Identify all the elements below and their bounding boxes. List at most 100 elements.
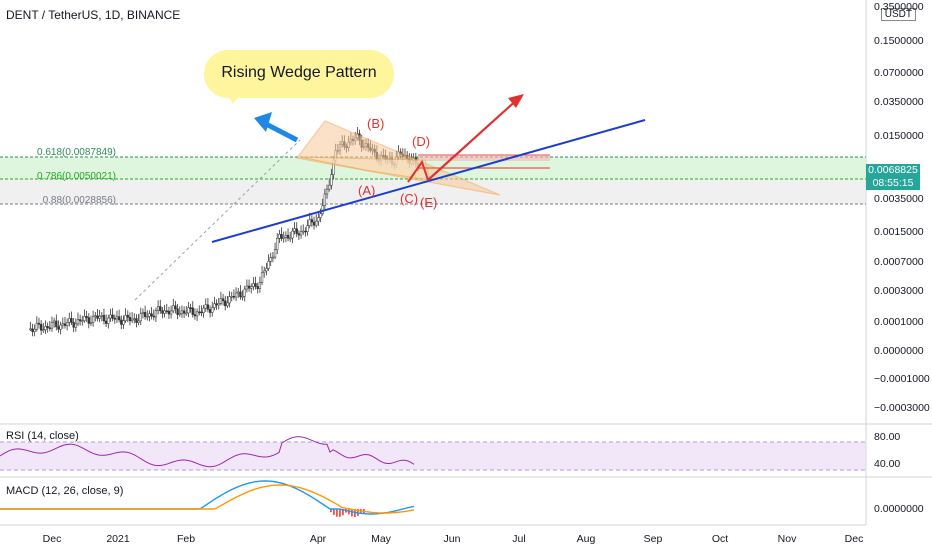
candle-body (126, 314, 129, 318)
candle-body (81, 320, 84, 322)
wave-projection-path (407, 159, 429, 183)
candle-body (44, 326, 47, 331)
fib-label-0786: 0.786(0.0050021) (37, 171, 116, 182)
candle-body (76, 319, 80, 325)
candle-body (91, 316, 95, 323)
candle-body (128, 317, 132, 322)
candle-body (239, 291, 242, 297)
candle-body (141, 312, 145, 314)
fib-label-0618: 0.618(0.0087849) (37, 147, 116, 158)
time-tick-label: 2021 (106, 533, 130, 545)
candle-body (250, 286, 253, 289)
candle-body (198, 311, 201, 314)
candle-body (221, 298, 225, 302)
candle-body (50, 322, 54, 329)
candle-body (109, 314, 112, 319)
candle-body (280, 234, 283, 239)
candle-body (204, 304, 207, 309)
candle-body (74, 323, 77, 328)
time-axis-ticks: Dec 2021 Feb Apr May Jun Jul Aug Sep Oct Nov Dec (43, 533, 864, 545)
candle-body (154, 310, 158, 318)
currency-label[interactable]: USDT (880, 8, 916, 21)
macd-signal-line (0, 484, 415, 514)
candle-body (130, 318, 134, 322)
candle-body (107, 317, 110, 324)
candle-body (61, 323, 64, 326)
candle-body (85, 316, 88, 318)
wave-label-d: (D) (412, 134, 430, 149)
annotation-bubble[interactable]: Rising Wedge Pattern (204, 50, 394, 98)
time-tick-label: Feb (177, 533, 195, 545)
price-tick-label: 0.0015000 (874, 226, 924, 238)
rsi-band (0, 442, 866, 470)
candle-body (325, 188, 329, 195)
candle-body (57, 326, 60, 330)
fib-label-088: 0.88(0.0028856) (43, 195, 116, 206)
candle-body (63, 323, 67, 326)
candle-body (78, 319, 82, 322)
candle-body (293, 228, 296, 232)
time-tick-label: Dec (43, 533, 62, 545)
breakout-arrow (427, 96, 521, 181)
candle-body (234, 292, 238, 298)
candle-body (232, 296, 236, 298)
candle-body (213, 303, 216, 308)
candle-body (176, 308, 179, 315)
candle-body (284, 234, 288, 238)
candle-body (189, 307, 192, 309)
candle-body (269, 257, 272, 262)
candle-body (185, 312, 188, 315)
candle-body (252, 283, 255, 287)
blue-arrow-head (254, 112, 272, 132)
candle-body (42, 329, 45, 332)
candle-body (100, 315, 103, 317)
candle-body (282, 237, 285, 239)
blue-arrow-shaft (264, 121, 299, 143)
candle-body (317, 217, 320, 222)
price-tick-label: 0.0035000 (874, 193, 924, 205)
candle-body (308, 219, 311, 226)
candle-body (117, 316, 121, 321)
candle-body (115, 316, 119, 320)
macd-hist-bar (351, 509, 353, 517)
candle-body (52, 320, 56, 323)
candle-body (263, 270, 266, 274)
candle-body (310, 219, 314, 223)
candle-body (217, 303, 220, 306)
candle-body (202, 307, 205, 314)
time-tick-label: Jun (444, 533, 461, 545)
candle-body (133, 318, 136, 320)
time-tick-label: Nov (778, 533, 797, 545)
candle-body (31, 328, 34, 332)
candle-body (286, 234, 290, 239)
candle-body (167, 310, 171, 315)
candle-body (187, 307, 190, 314)
candle-body (302, 230, 305, 233)
countdown-tag: 08:55:15 (866, 177, 920, 190)
candle-body (68, 318, 71, 323)
macd-hist-bar (333, 509, 335, 515)
candle-body (150, 313, 153, 317)
candle-body (241, 296, 244, 298)
price-tick-label: 0.3500000 (874, 1, 924, 13)
candle-body (215, 303, 218, 306)
candle-body (29, 328, 32, 331)
candle-body (65, 322, 69, 326)
time-tick-label: Oct (712, 533, 728, 545)
candle-body (306, 225, 309, 232)
breakout-arrow-head (508, 94, 524, 108)
candle-body (102, 315, 106, 322)
price-tick-label: 0.1500000 (874, 35, 924, 47)
candle-body (37, 322, 41, 325)
projection-dashed-line (134, 139, 301, 301)
candle-body (137, 320, 140, 323)
candle-body (267, 261, 270, 269)
candle-body (135, 318, 138, 323)
rising-trendline[interactable] (211, 119, 646, 243)
candle-body (174, 305, 177, 310)
candle-body (89, 322, 93, 324)
candle-body (178, 313, 181, 315)
time-tick-label: Sep (644, 533, 663, 545)
time-tick-label: May (371, 533, 392, 545)
